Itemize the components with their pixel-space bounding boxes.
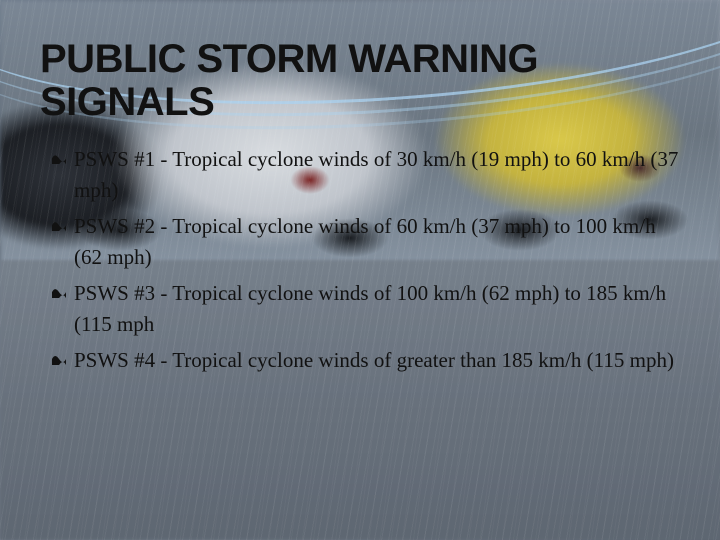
list-item: PSWS #1 - Tropical cyclone winds of 30 k… <box>52 144 680 205</box>
list-item: PSWS #4 - Tropical cyclone winds of grea… <box>52 345 680 375</box>
slide-content: PUBLIC STORM WARNING SIGNALS PSWS #1 - T… <box>0 0 720 540</box>
slide-title: PUBLIC STORM WARNING SIGNALS <box>40 38 680 124</box>
list-item: PSWS #2 - Tropical cyclone winds of 60 k… <box>52 211 680 272</box>
bullet-list: PSWS #1 - Tropical cyclone winds of 30 k… <box>40 144 680 375</box>
presentation-slide: PUBLIC STORM WARNING SIGNALS PSWS #1 - T… <box>0 0 720 540</box>
list-item: PSWS #3 - Tropical cyclone winds of 100 … <box>52 278 680 339</box>
